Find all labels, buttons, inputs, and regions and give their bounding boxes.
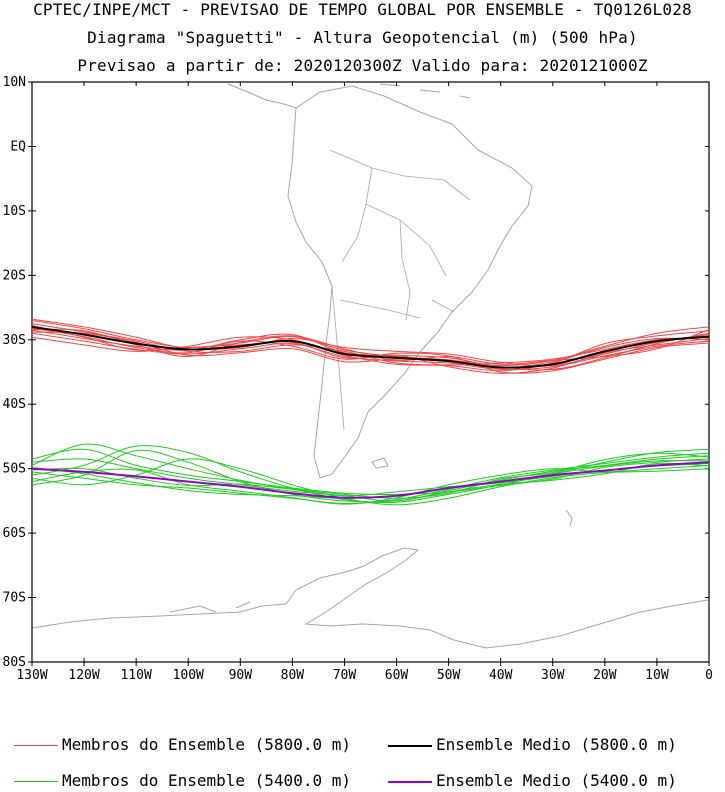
x-tick-label: 90W <box>229 668 253 683</box>
caribbean-islands <box>379 83 471 99</box>
series-lines <box>31 318 710 506</box>
chart-title-line-3: Previsao a partir de: 2020120300Z Valido… <box>77 56 648 75</box>
legend-swatch-members-5400 <box>14 781 58 782</box>
x-tick-label: 110W <box>120 668 151 683</box>
antarctic-islands <box>169 601 251 613</box>
x-tick-label: 130W <box>16 668 47 683</box>
y-tick-label: 30S <box>3 333 26 348</box>
y-tick-label: EQ <box>10 139 26 154</box>
y-tick-label: 70S <box>3 591 26 606</box>
country-borders <box>329 149 471 431</box>
chart-title-line-2: Diagrama "Spaguetti" - Altura Geopotenci… <box>87 28 638 47</box>
x-tick-label: 0 <box>705 668 713 683</box>
y-tick-label: 10S <box>3 204 26 219</box>
legend-label-mean-5800: Ensemble Medio (5800.0 m) <box>436 735 677 754</box>
series-line-member-5800-3 <box>31 329 710 371</box>
x-tick-label: 70W <box>333 668 357 683</box>
x-tick-label: 60W <box>385 668 409 683</box>
series-line-member-5400-9 <box>31 449 710 503</box>
y-tick-label: 50S <box>3 462 26 477</box>
series-line-member-5800-1 <box>31 319 710 367</box>
y-tick-label: 10N <box>3 75 26 90</box>
series-line-member-5400-5 <box>31 452 710 505</box>
y-tick-label: 20S <box>3 268 26 283</box>
series-line-member-5400-1 <box>31 455 710 502</box>
x-tick-label: 40W <box>489 668 513 683</box>
coastline-map <box>31 83 709 649</box>
series-line-member-5400-10 <box>31 460 710 499</box>
legend-swatch-members-5800 <box>14 745 58 746</box>
legend-item-members-5400: Membros do Ensemble (5400.0 m) <box>14 771 351 790</box>
series-line-member-5800-7 <box>31 318 710 367</box>
series-line-member-5800-4 <box>31 323 710 366</box>
y-tick-label: 80S <box>3 655 26 670</box>
legend-item-mean-5800: Ensemble Medio (5800.0 m) <box>388 735 677 754</box>
south-georgia <box>565 509 573 527</box>
y-tick-label: 40S <box>3 397 26 412</box>
south-america-coastline <box>287 85 533 479</box>
legend-label-members-5800: Membros do Ensemble (5800.0 m) <box>62 735 351 754</box>
y-tick-label: 60S <box>3 526 26 541</box>
series-line-member-5400-7 <box>31 458 710 506</box>
x-tick-label: 20W <box>593 668 617 683</box>
x-tick-label: 30W <box>541 668 565 683</box>
legend-swatch-mean-5400 <box>388 780 432 783</box>
x-tick-label: 50W <box>437 668 461 683</box>
legend-label-mean-5400: Ensemble Medio (5400.0 m) <box>436 771 677 790</box>
legend-swatch-mean-5800 <box>388 744 432 747</box>
series-line-mean-5400 <box>31 461 710 499</box>
x-tick-label: 100W <box>173 668 204 683</box>
plot-frame <box>31 81 710 663</box>
central-america-coastline <box>227 83 297 109</box>
legend-item-mean-5400: Ensemble Medio (5400.0 m) <box>388 771 677 790</box>
x-tick-label: 120W <box>68 668 99 683</box>
antarctica-coastline <box>31 547 709 649</box>
falkland-islands <box>371 457 389 469</box>
series-line-mean-5800 <box>31 325 710 369</box>
x-tick-label: 10W <box>645 668 669 683</box>
legend-item-members-5800: Membros do Ensemble (5800.0 m) <box>14 735 351 754</box>
legend-label-members-5400: Membros do Ensemble (5400.0 m) <box>62 771 351 790</box>
x-tick-label: 80W <box>281 668 305 683</box>
chart-title-line-1: CPTEC/INPE/MCT - PREVISAO DE TEMPO GLOBA… <box>33 0 692 19</box>
